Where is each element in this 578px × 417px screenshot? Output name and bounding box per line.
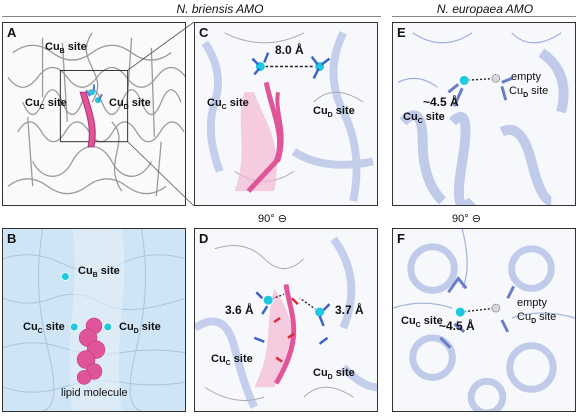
panel-e-empty-label: empty: [511, 71, 541, 83]
panel-c-distance: 8.0 Å: [275, 43, 304, 57]
header-n-europaea: N. europaea AMO: [436, 2, 534, 16]
panel-b-letter: B: [7, 231, 17, 246]
panel-b-cuc-site-label: CuC site: [23, 321, 65, 336]
panel-d-cuc-site-label: CuC site: [211, 353, 253, 368]
panel-a-cub-site-label: CuB site: [45, 41, 87, 56]
panel-d-distance-right: 3.7 Å: [335, 303, 364, 317]
panel-d-cud-site-label: CuD site: [313, 367, 355, 382]
panel-b: B CuB site CuC site CuD site lipid molec…: [2, 228, 186, 412]
rotation-label-right: 90° ⊖: [452, 213, 481, 225]
panel-a-structure: [3, 23, 185, 205]
panel-b-lipid-label: lipid molecule: [61, 387, 128, 399]
panel-f: F ~4.5 Å CuC site empty CuD site: [392, 228, 576, 412]
panel-c-cuc-site-label: CuC site: [207, 97, 249, 112]
panel-f-letter: F: [397, 231, 405, 246]
panel-e: E ~4.5 Å CuC site empty CuD site: [392, 22, 576, 206]
panel-c-structure: [195, 23, 377, 205]
panel-a-letter: A: [7, 25, 17, 40]
header-rule-left: [2, 16, 381, 17]
panel-c-cud-site-label: CuD site: [313, 105, 355, 120]
panel-d: D 3.6 Å 3.7 Å CuC site CuD site: [194, 228, 378, 412]
panel-d-letter: D: [199, 231, 209, 246]
panel-e-distance: ~4.5 Å: [423, 95, 459, 109]
panel-f-cuc-site-label: CuC site: [401, 315, 443, 330]
panel-e-structure: [393, 23, 575, 205]
panel-a-cud-site-label: CuD site: [109, 97, 151, 112]
panel-f-distance: ~4.5 Å: [439, 319, 475, 333]
panel-c-letter: C: [199, 25, 209, 40]
panel-f-empty-label: empty: [517, 297, 547, 309]
panel-e-cuc-site-label: CuC site: [403, 111, 445, 126]
panel-e-letter: E: [397, 25, 406, 40]
panel-d-structure: [195, 229, 377, 411]
header-n-briensis: N. briensis AMO: [176, 2, 264, 16]
panel-c: C 8.0 Å CuC site CuD site: [194, 22, 378, 206]
panel-b-cud-site-label: CuD site: [119, 321, 161, 336]
panel-f-cud-site-label: CuD site: [517, 311, 557, 326]
panel-a-cuc-site-label: CuC site: [25, 97, 67, 112]
panel-b-surface: [3, 229, 185, 411]
panel-d-distance-left: 3.6 Å: [225, 303, 254, 317]
rotate-icon: ⊖: [471, 213, 481, 225]
panel-e-cud-site-label: CuD site: [509, 85, 549, 100]
rotate-icon: ⊖: [277, 213, 287, 225]
rotation-label-left: 90° ⊖: [258, 213, 287, 225]
panel-a: A CuB site CuC site CuD site: [2, 22, 186, 206]
header-rule-right: [392, 16, 576, 17]
panel-b-cub-site-label: CuB site: [78, 265, 120, 280]
panel-f-structure: [393, 229, 575, 411]
